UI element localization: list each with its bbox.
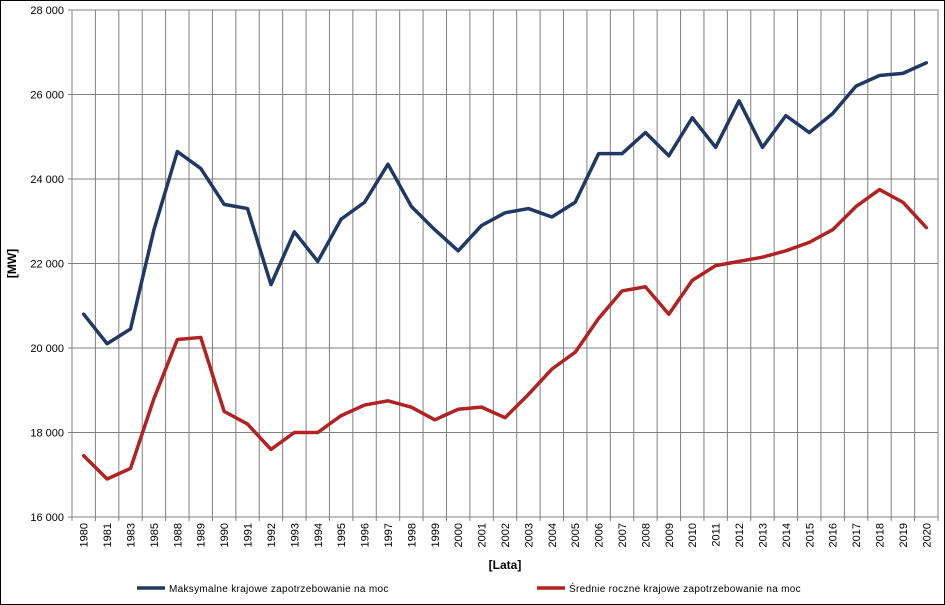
- x-tick-label: 1985: [149, 523, 161, 547]
- x-tick-label: 1989: [196, 523, 208, 547]
- x-tick-label: 2004: [547, 523, 559, 547]
- y-tick-label: 24 000: [30, 174, 64, 186]
- y-tick-label: 18 000: [30, 428, 64, 440]
- x-tick-label: 2001: [477, 523, 489, 547]
- x-tick-label: 1990: [219, 523, 231, 547]
- x-tick-label: 1996: [360, 523, 372, 547]
- x-tick-label: 2016: [828, 523, 840, 547]
- legend-label-2: Średnie roczne krajowe zapotrzebowanie n…: [569, 582, 801, 595]
- legend: Maksymalne krajowe zapotrzebowanie na mo…: [137, 582, 801, 595]
- x-tick-label: 1993: [289, 523, 301, 547]
- series-lines: [81, 61, 929, 481]
- x-tick-label: 2020: [921, 523, 933, 547]
- x-tick-label: 2014: [781, 523, 793, 547]
- x-tick-label: 1983: [126, 523, 138, 547]
- x-tick-label: 1988: [172, 523, 184, 547]
- y-axis-ticks: 16 000 18 000 20 000 22 000 24 000 26 000 28 0…: [30, 5, 72, 524]
- y-tick-label: 22 000: [30, 259, 64, 271]
- x-tick-label: 1998: [406, 523, 418, 547]
- x-tick-label: 1981: [102, 523, 114, 547]
- x-tick-label: 1992: [266, 523, 278, 547]
- x-tick-label: 2000: [453, 523, 465, 547]
- y-tick-label: 28 000: [30, 5, 64, 17]
- x-tick-label: 2007: [617, 523, 629, 547]
- x-tick-label: 2005: [570, 523, 582, 547]
- x-tick-label: 1995: [336, 523, 348, 547]
- y-tick-label: 20 000: [30, 343, 64, 355]
- x-tick-label: 2011: [711, 523, 723, 547]
- y-tick-label: 16 000: [30, 512, 64, 524]
- x-axis-ticks: 1980 1981 1983 1985 1988 1989 1990 1991 1992 1993…: [71, 517, 939, 547]
- x-tick-label: 2006: [594, 523, 606, 547]
- series-line-2: [81, 187, 929, 481]
- x-tick-label: 2012: [734, 523, 746, 547]
- x-axis-title: [Lata]: [489, 558, 522, 572]
- legend-label-1: Maksymalne krajowe zapotrzebowanie na mo…: [169, 584, 389, 595]
- y-axis-title: [MW]: [5, 249, 19, 278]
- grid: [71, 9, 939, 518]
- x-tick-label: 2010: [687, 523, 699, 547]
- x-tick-label: 2002: [500, 523, 512, 547]
- x-tick-label: 1980: [79, 523, 91, 547]
- x-tick-label: 2003: [523, 523, 535, 547]
- y-tick-label: 26 000: [30, 90, 64, 102]
- x-tick-label: 2013: [757, 523, 769, 547]
- x-tick-label: 2018: [874, 523, 886, 547]
- x-tick-label: 1994: [313, 523, 325, 547]
- x-tick-label: 2017: [851, 523, 863, 547]
- x-tick-label: 2019: [898, 523, 910, 547]
- x-tick-label: 1991: [243, 523, 255, 547]
- x-tick-label: 1999: [430, 523, 442, 547]
- x-tick-label: 1997: [383, 523, 395, 547]
- x-tick-label: 2008: [640, 523, 652, 547]
- x-tick-label: 2009: [664, 523, 676, 547]
- x-tick-label: 2015: [804, 523, 816, 547]
- series-line-1: [81, 61, 929, 346]
